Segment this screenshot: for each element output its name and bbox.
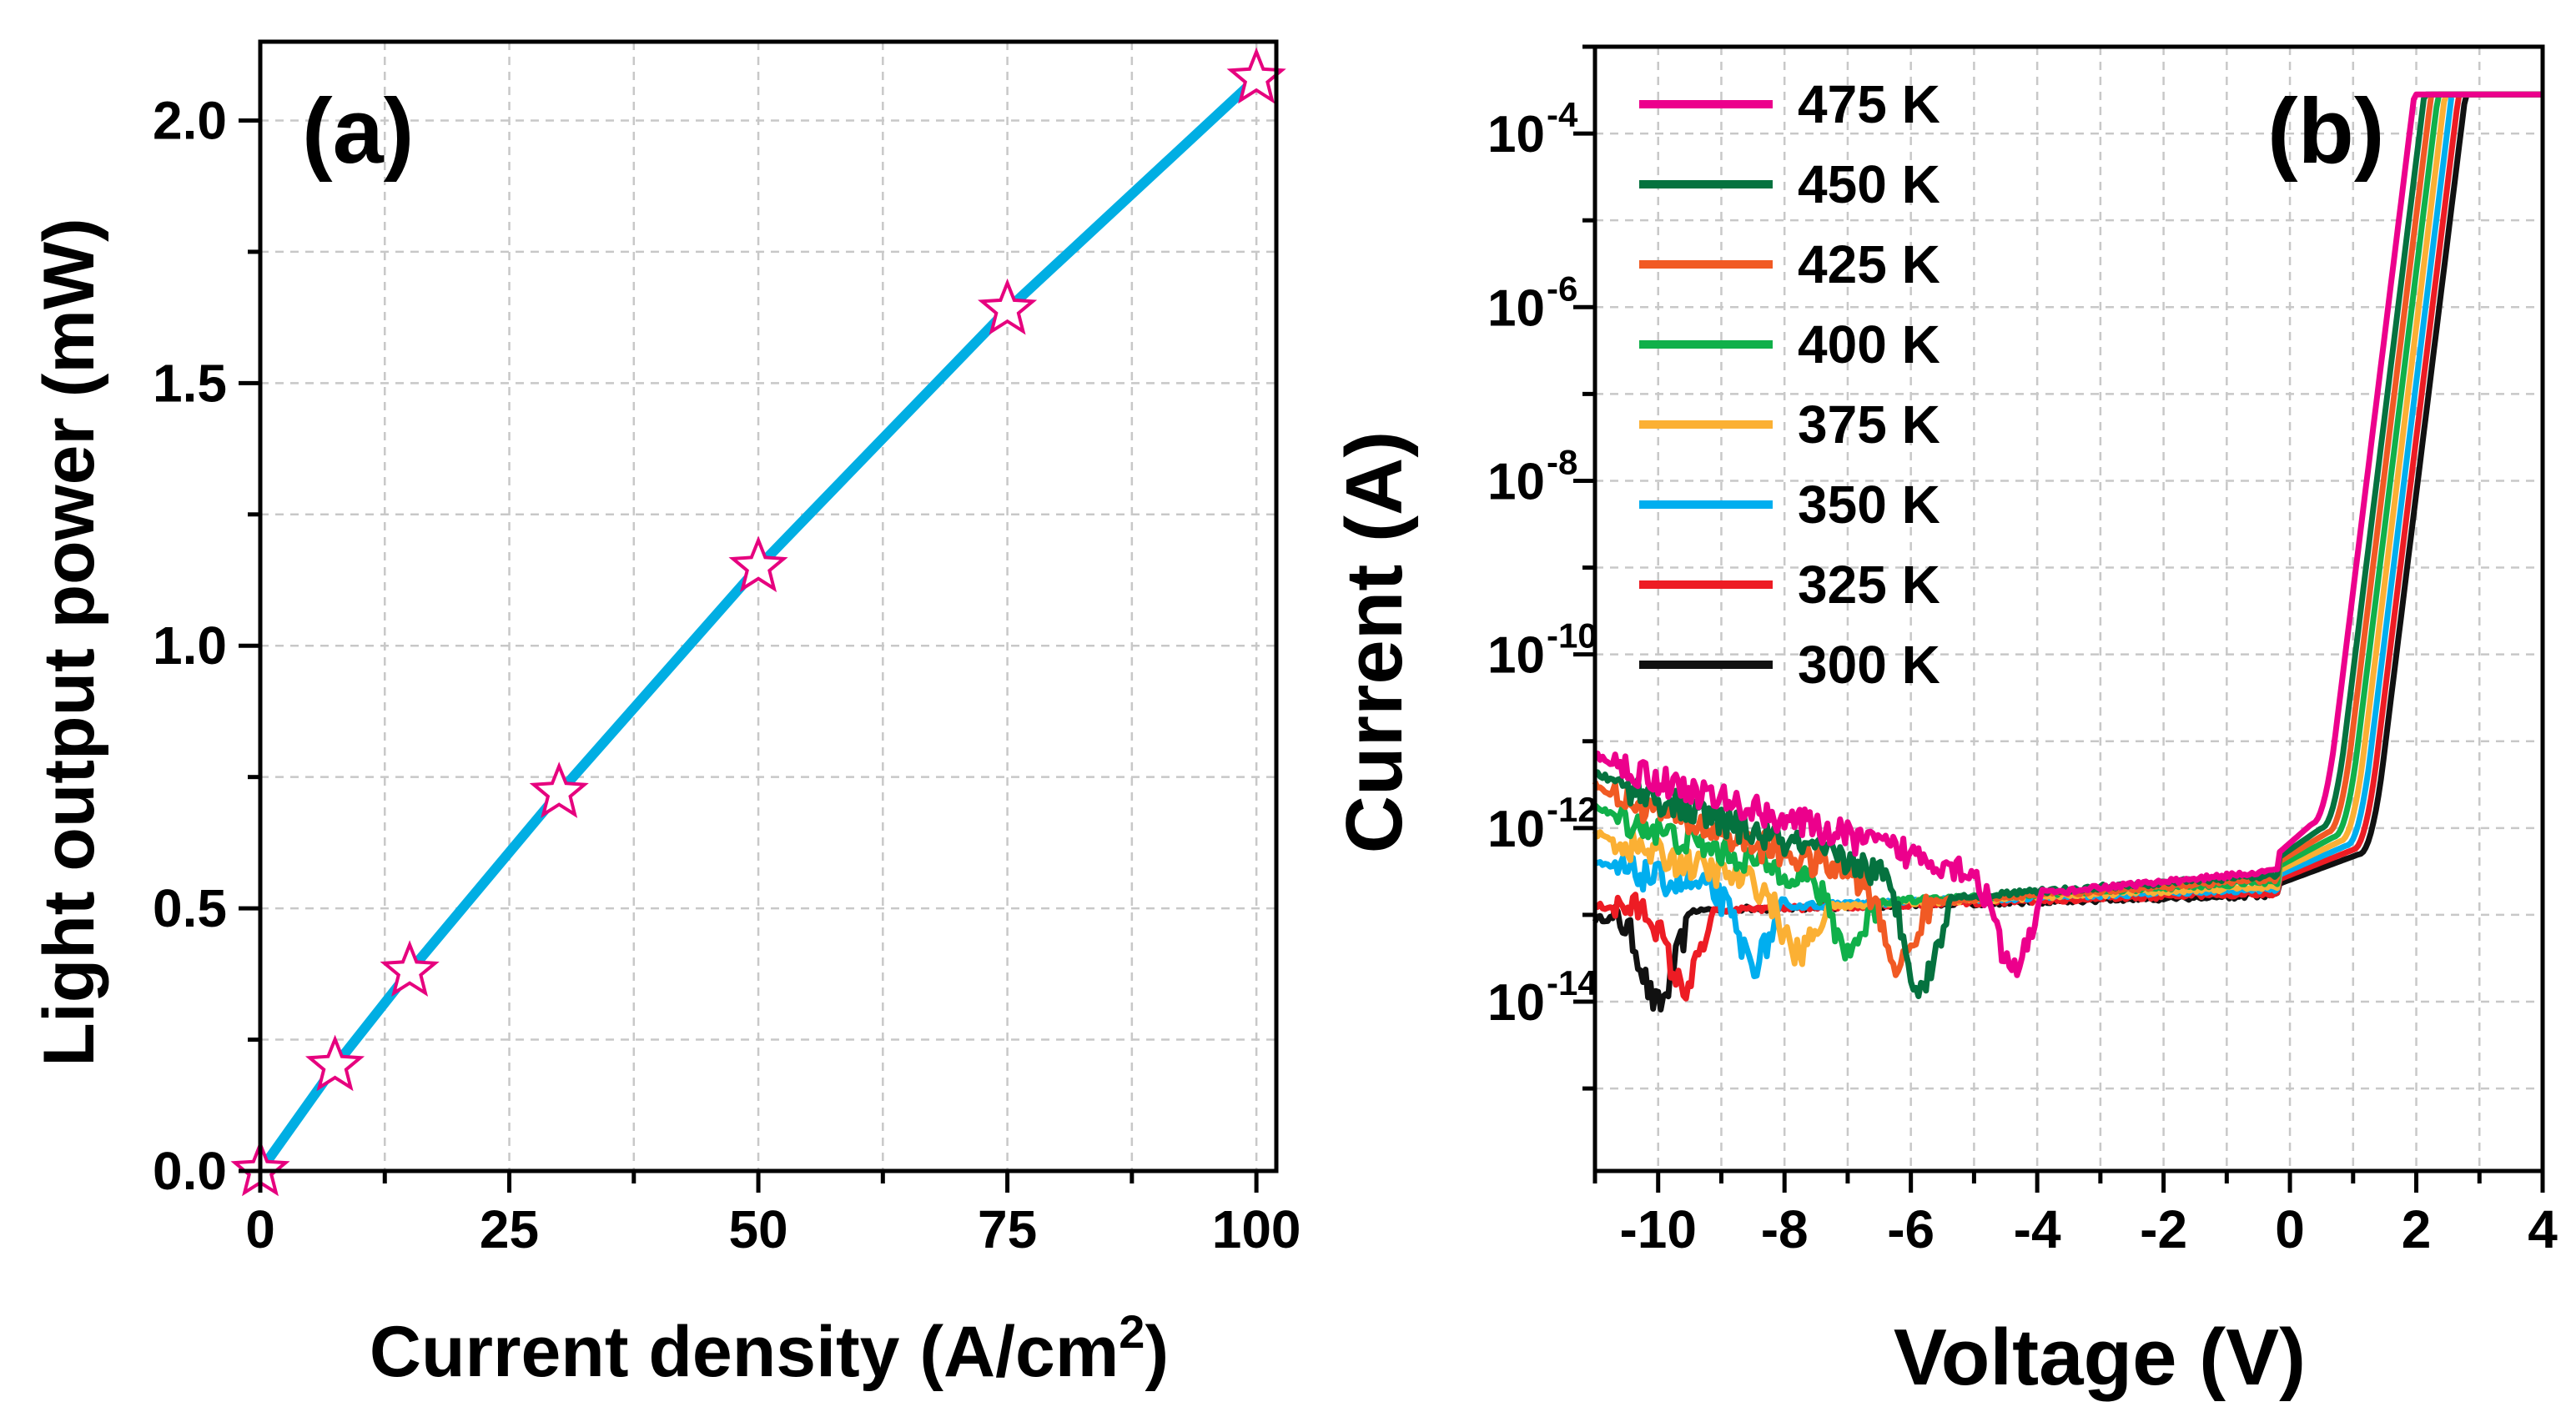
b-legend: 475 K 450 K 425 K 400 K 375 K 350 K 325 K 300 K	[1639, 74, 1940, 695]
a-y-tick-label: 0.0	[153, 1141, 227, 1201]
a-x-tick-label: 100	[1212, 1199, 1301, 1259]
b-y-tick-label: 10	[1487, 453, 1545, 510]
b-y-tick-exponent: -12	[1547, 790, 1597, 829]
b-x-tick-label: -10	[1619, 1199, 1697, 1259]
a-data-point-star	[978, 278, 1038, 335]
a-y-tick-label: 2.0	[153, 90, 227, 150]
a-ticks: 0 25 50 75 100 0.0 0.5 1.0 1.5 2.0	[153, 90, 1301, 1259]
b-y-tick-label: 10	[1487, 627, 1545, 685]
b-curve-475k	[1593, 91, 2543, 978]
b-y-tick-label: 10	[1487, 974, 1545, 1032]
b-x-tick-label: 0	[2275, 1199, 2305, 1259]
b-y-tick-exponent: -4	[1547, 95, 1578, 134]
a-panel-label: (a)	[302, 80, 414, 183]
b-legend-label: 325 K	[1798, 555, 1940, 615]
b-x-tick-label: -2	[2140, 1199, 2187, 1259]
b-y-tick-label: 10	[1487, 801, 1545, 858]
a-data-point-star	[529, 761, 589, 818]
a-plot-frame	[258, 39, 1279, 1173]
b-x-tick-label: -6	[1887, 1199, 1935, 1259]
a-y-tick-label: 1.0	[153, 616, 227, 676]
b-y-tick-exponent: -6	[1547, 269, 1577, 308]
a-data-point-star	[380, 940, 440, 997]
b-x-axis-title: Voltage (V)	[1894, 1313, 2306, 1402]
b-legend-label: 375 K	[1798, 394, 1940, 455]
b-y-tick-label: 10	[1487, 106, 1545, 163]
b-y-tick-exponent: -8	[1547, 442, 1577, 481]
b-legend-label: 450 K	[1798, 154, 1940, 214]
b-legend-label: 350 K	[1798, 475, 1940, 535]
b-y-tick-label: 10	[1487, 279, 1545, 337]
b-x-tick-label: -4	[2014, 1199, 2061, 1259]
a-grid	[260, 42, 1276, 1171]
b-series-curves	[1592, 91, 2543, 1013]
b-legend-label: 400 K	[1798, 314, 1940, 374]
a-y-tick-label: 0.5	[153, 878, 227, 938]
b-plot-frame	[1592, 44, 2545, 1173]
b-y-tick-exponent: -14	[1547, 963, 1597, 1002]
b-x-tick-label: -8	[1761, 1199, 1809, 1259]
a-y-tick-label: 1.5	[153, 353, 227, 413]
b-y-axis-title: Current (A)	[1330, 431, 1419, 854]
a-x-tick-label: 0	[245, 1199, 275, 1259]
b-x-tick-label: 4	[2528, 1199, 2558, 1259]
a-data-point-star	[304, 1034, 365, 1092]
b-panel-label: (b)	[2267, 80, 2384, 183]
a-data-point-star	[728, 535, 788, 593]
b-legend-label: 300 K	[1798, 635, 1940, 695]
a-x-tick-label: 50	[728, 1199, 787, 1259]
chart-panel-a: 0 25 50 75 100 0.0 0.5 1.0 1.5 2.0 (a) Current de…	[29, 39, 1301, 1392]
b-x-tick-label: 2	[2402, 1199, 2432, 1259]
a-x-tick-label: 25	[480, 1199, 539, 1259]
a-y-axis-title: Light output power (mW)	[29, 218, 109, 1066]
a-x-tick-label: 75	[978, 1199, 1037, 1259]
b-y-tick-exponent: -10	[1547, 616, 1597, 656]
a-x-axis-title: Current density (A/cm2)	[370, 1305, 1169, 1392]
b-legend-label: 425 K	[1798, 234, 1940, 294]
b-legend-label: 475 K	[1798, 74, 1940, 134]
